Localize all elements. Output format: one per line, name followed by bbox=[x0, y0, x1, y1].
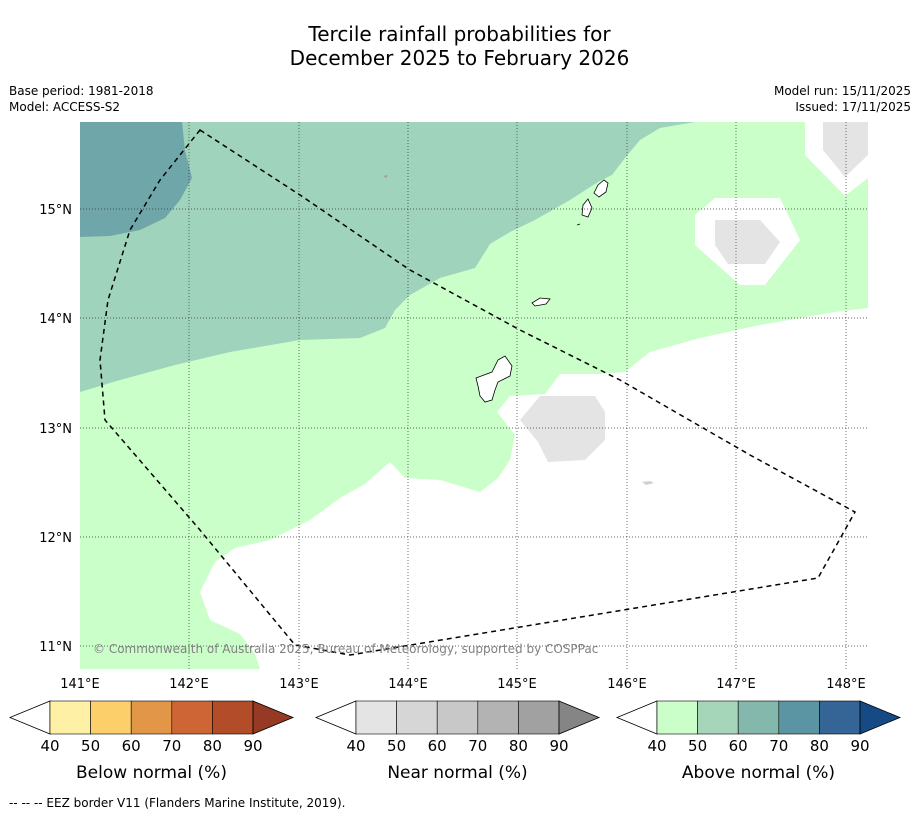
latitude-labels: 15°N 14°N 13°N 12°N 11°N bbox=[39, 203, 72, 655]
colorbar-tick-label: 70 bbox=[162, 737, 181, 755]
longitude-label: 146°E bbox=[607, 677, 647, 692]
colorbar-tick-label: 50 bbox=[688, 737, 707, 755]
island-small-north bbox=[383, 175, 388, 178]
longitude-labels: 141°E 142°E 143°E 144°E 145°E 146°E 147°E 148°E bbox=[60, 677, 866, 692]
graticule bbox=[80, 122, 868, 669]
colorbar-extension-high bbox=[558, 700, 601, 735]
eez-border bbox=[99, 129, 857, 656]
title-line-2: December 2025 to February 2026 bbox=[289, 46, 630, 70]
colorbar-segment bbox=[477, 700, 519, 735]
base-period: Base period: 1981-2018 bbox=[9, 84, 154, 98]
colorbar-2: 40 50 60 70 80 90 Near normal (%) bbox=[314, 700, 601, 783]
colorbar-extension-high bbox=[859, 700, 902, 735]
colorbar-segment bbox=[778, 700, 820, 735]
latitude-label: 14°N bbox=[39, 312, 72, 327]
colorbar-extension-high bbox=[252, 700, 295, 735]
colorbar-segment bbox=[171, 700, 213, 735]
longitude-label: 148°E bbox=[826, 677, 866, 692]
colorbar-tick-label: 60 bbox=[428, 737, 447, 755]
island-saipan bbox=[593, 179, 609, 198]
near-normal-patch-corner bbox=[823, 122, 868, 177]
near-normal-patch-upper bbox=[715, 220, 780, 264]
colorbar-tick-label: 80 bbox=[203, 737, 222, 755]
colorbar-1: 40 50 60 70 80 90 Below normal (%) bbox=[8, 700, 295, 783]
colorbar-segment bbox=[656, 700, 698, 735]
colorbar-segment bbox=[130, 700, 173, 735]
island-guam bbox=[475, 355, 513, 403]
model-name: Model: ACCESS-S2 bbox=[9, 100, 121, 114]
map-title: Tercile rainfall probabilities for Decem… bbox=[0, 22, 919, 70]
colorbar-segment bbox=[355, 700, 397, 735]
colorbar-tick-label: 80 bbox=[509, 737, 528, 755]
latitude-label: 13°N bbox=[39, 422, 72, 437]
colorbar-segment bbox=[396, 700, 438, 735]
colorbars: 40 50 60 70 80 90 Below normal (%) 40 50 60 70 80 90… bbox=[8, 700, 902, 783]
island-rota bbox=[531, 297, 551, 307]
meta-left: Base period: 1981-2018 Model: ACCESS-S2 bbox=[9, 83, 154, 115]
colorbar-segment bbox=[49, 700, 91, 735]
colorbar-segment bbox=[90, 700, 132, 735]
colorbar-tick-label: 90 bbox=[850, 737, 869, 755]
colorbar-tick-label: 40 bbox=[346, 737, 365, 755]
model-run: Model run: 15/11/2025 bbox=[773, 84, 911, 98]
near-normal-patch-centre bbox=[520, 396, 605, 462]
colorbar-3: 40 50 60 70 80 90 Above normal (%) bbox=[615, 700, 902, 783]
meta-right: Model run: 15/11/2025 Issued: 17/11/2025 bbox=[774, 83, 911, 115]
colorbar-segment bbox=[212, 700, 254, 735]
longitude-label: 145°E bbox=[497, 677, 537, 692]
colorbar-extension-low bbox=[615, 700, 658, 735]
issued-date: Issued: 17/11/2025 bbox=[795, 100, 911, 114]
island-small-east bbox=[642, 481, 654, 485]
longitude-label: 142°E bbox=[169, 677, 209, 692]
latitude-label: 12°N bbox=[39, 531, 72, 546]
colorbar-tick-label: 70 bbox=[468, 737, 487, 755]
colorbar-extension-low bbox=[314, 700, 357, 735]
colorbar-tick-label: 60 bbox=[729, 737, 748, 755]
above-normal-60-70-region bbox=[80, 122, 192, 237]
longitude-label: 144°E bbox=[388, 677, 428, 692]
island-tinian bbox=[581, 198, 593, 218]
colorbar-segment bbox=[697, 700, 739, 735]
latitude-label: 11°N bbox=[39, 640, 72, 655]
colorbar-tick-label: 90 bbox=[549, 737, 568, 755]
colorbar-extension-low bbox=[8, 700, 51, 735]
above-normal-50-60-region bbox=[80, 122, 695, 392]
colorbar-tick-label: 40 bbox=[647, 737, 666, 755]
eez-footnote: -- -- -- EEZ border V11 (Flanders Marine… bbox=[9, 796, 346, 810]
colorbar-tick-label: 50 bbox=[81, 737, 100, 755]
colorbar-tick-label: 70 bbox=[769, 737, 788, 755]
colorbar-tick-label: 40 bbox=[40, 737, 59, 755]
longitude-label: 141°E bbox=[60, 677, 100, 692]
colorbar-segment bbox=[819, 700, 861, 735]
colorbar-tick-label: 80 bbox=[810, 737, 829, 755]
colorbar-tick-label: 50 bbox=[387, 737, 406, 755]
longitude-label: 147°E bbox=[716, 677, 756, 692]
colorbar-tick-label: 90 bbox=[243, 737, 262, 755]
title-line-1: Tercile rainfall probabilities for bbox=[308, 22, 611, 46]
island-aguijan bbox=[576, 223, 581, 226]
colorbar-tick-label: 60 bbox=[122, 737, 141, 755]
latitude-label: 15°N bbox=[39, 203, 72, 218]
colorbar-label: Near normal (%) bbox=[387, 763, 527, 783]
copyright-notice: © Commonwealth of Australia 2025, Bureau… bbox=[93, 642, 598, 656]
colorbar-label: Above normal (%) bbox=[682, 763, 835, 783]
longitude-label: 143°E bbox=[279, 677, 319, 692]
colorbar-segment bbox=[737, 700, 780, 735]
colorbar-segment bbox=[436, 700, 479, 735]
colorbar-segment bbox=[518, 700, 560, 735]
colorbar-label: Below normal (%) bbox=[76, 763, 227, 783]
probability-map bbox=[80, 122, 868, 669]
